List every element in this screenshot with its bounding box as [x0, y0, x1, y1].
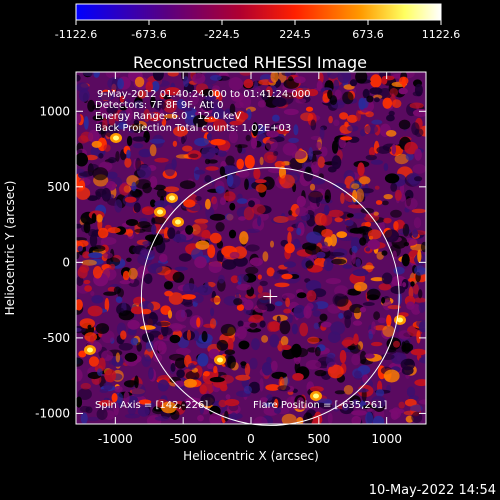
y-tick-label: -500 [43, 331, 70, 345]
axis-tick-marks [76, 72, 426, 424]
plot-title: Reconstructed RHESSI Image [133, 53, 367, 72]
spin-axis-info: Spin Axis = [142,-226] [95, 400, 208, 411]
colorbar-tick-label: -224.5 [204, 28, 239, 41]
sun-center-cross [263, 289, 278, 304]
y-tick-label: 500 [47, 180, 70, 194]
solar-limb-circle [140, 167, 400, 426]
y-tick-label: 1000 [39, 104, 70, 118]
x-tick-label: 1000 [371, 432, 402, 446]
method-and-counts-info: Back Projection Total counts: 1.02E+03 [95, 123, 291, 134]
colorbar-tick-label: 224.5 [279, 28, 311, 41]
x-tick-label: 500 [307, 432, 330, 446]
y-axis-label: Heliocentric Y (arcsec) [3, 181, 17, 316]
colorbar-tick-label: 673.6 [352, 28, 384, 41]
y-tick-label: -1000 [35, 406, 70, 420]
colorbar-tick-label: 1122.6 [422, 28, 461, 41]
colorbar-tick-label: -673.6 [131, 28, 166, 41]
flare-position-info: Flare Position = [-635,261] [253, 400, 387, 411]
x-tick-label: 0 [247, 432, 255, 446]
x-tick-label: -500 [170, 432, 197, 446]
reconstructed-image [76, 72, 426, 424]
energy-range-info: Energy Range: 6.0 - 12.0 keV [95, 111, 241, 122]
colorbar-tick-label: -1122.6 [55, 28, 97, 41]
colorbar-frame [75, 3, 442, 21]
detectors-info: Detectors: 7F 8F 9F, Att 0 [95, 100, 223, 111]
observation-time-range: 9-May-2012 01:40:24.000 to 01:41:24.000 [97, 89, 310, 100]
plot-timestamp: 10-May-2022 14:54 [369, 483, 496, 498]
y-tick-label: 0 [62, 255, 70, 269]
colorbar [76, 4, 441, 20]
x-axis-label: Heliocentric X (arcsec) [183, 449, 319, 463]
x-tick-label: -1000 [98, 432, 133, 446]
colorbar-tick-marks [75, 20, 442, 25]
